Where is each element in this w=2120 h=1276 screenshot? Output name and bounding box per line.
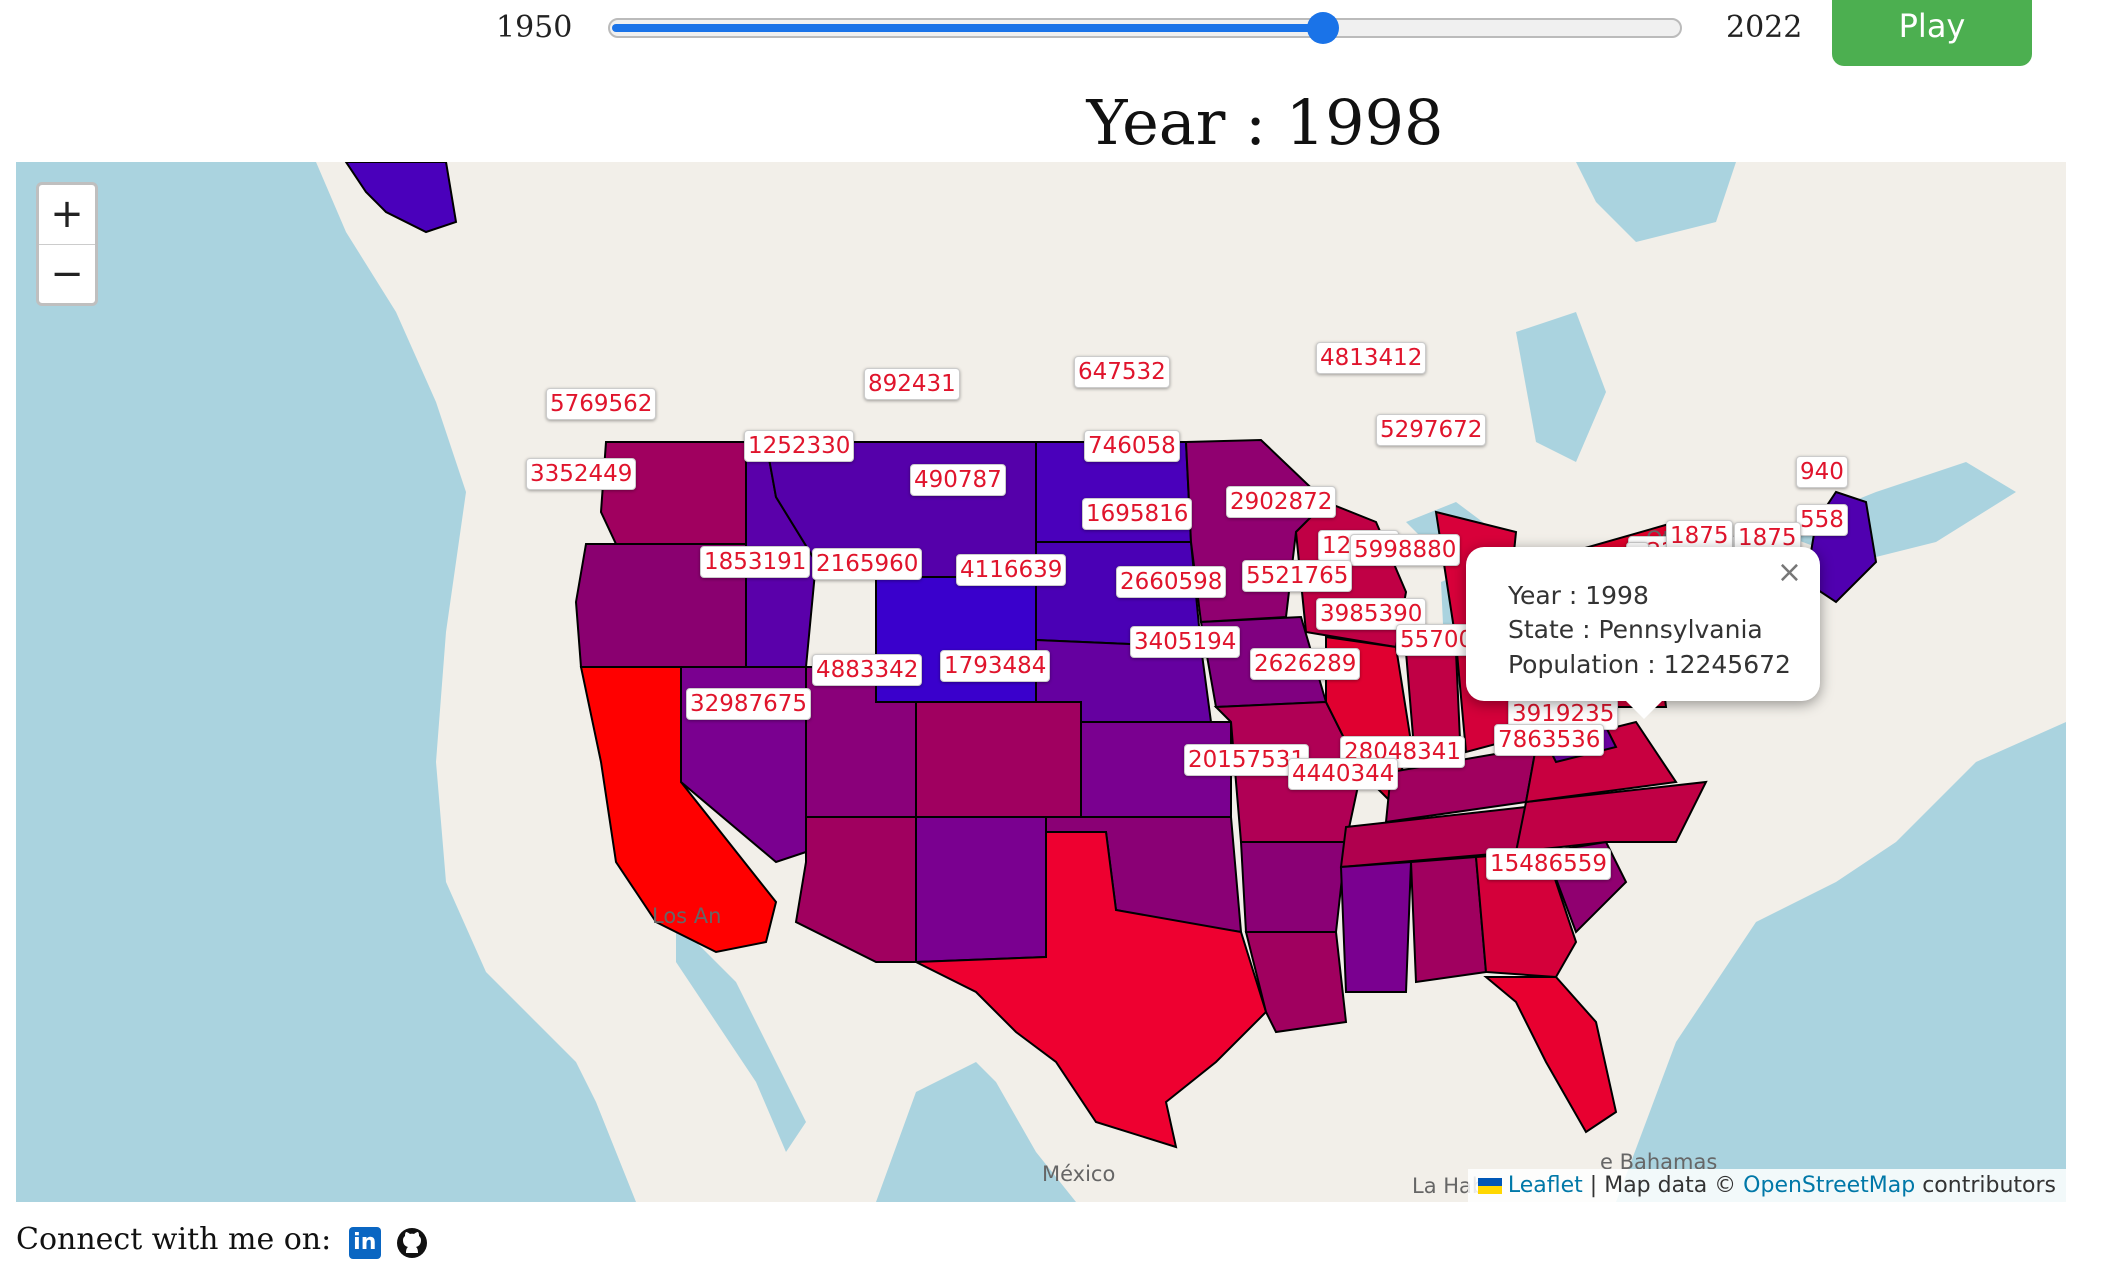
slider-fill	[612, 24, 1326, 32]
population-label: 4116639	[956, 554, 1067, 586]
state-florida[interactable]	[1483, 976, 1618, 1134]
popup-year: Year : 1998	[1508, 581, 1649, 610]
population-label: 3352449	[526, 458, 637, 490]
map[interactable]: Ottawa Los An México La Haba e Bahamas +…	[16, 162, 2066, 1202]
state-arkansas[interactable]	[1239, 841, 1348, 933]
hudson-bay-lake	[1516, 312, 1606, 462]
place-label-los-angeles: Los An	[652, 904, 722, 928]
popup-state: State : Pennsylvania	[1508, 615, 1763, 644]
footer: Connect with me on: in	[16, 1222, 428, 1259]
popup-tip	[1624, 699, 1664, 719]
population-label: 5998880	[1350, 534, 1461, 566]
population-label: 15486559	[1486, 848, 1612, 880]
population-label: 1695816	[1082, 498, 1193, 530]
population-label: 5297672	[1376, 414, 1487, 446]
state-texas[interactable]	[915, 831, 1268, 1149]
hudson-bay	[1576, 162, 1736, 242]
population-label: 1853191	[700, 546, 811, 578]
population-label: 32987675	[686, 688, 812, 720]
year-title: Year : 1998	[1086, 86, 1444, 159]
state-mississippi[interactable]	[1339, 860, 1413, 993]
attribution-separator: | Map data ©	[1582, 1173, 1744, 1198]
population-label: 940	[1796, 456, 1848, 488]
population-label: 1252330	[744, 430, 855, 462]
state-alabama[interactable]	[1409, 855, 1488, 984]
leaflet-link[interactable]: Leaflet	[1507, 1173, 1583, 1198]
map-attribution: Leaflet | Map data © OpenStreetMap contr…	[1467, 1169, 2066, 1202]
population-label: 4883342	[812, 654, 923, 686]
state-louisiana[interactable]	[1244, 931, 1348, 1034]
attribution-suffix: contributors	[1915, 1173, 2056, 1198]
state-north-carolina[interactable]	[1514, 780, 1708, 854]
footer-text: Connect with me on:	[16, 1222, 332, 1257]
population-label: 2165960	[812, 548, 923, 580]
population-label: 647532	[1074, 356, 1170, 388]
zoom-out-button[interactable]: −	[50, 251, 84, 297]
population-label: 4813412	[1316, 342, 1427, 374]
population-label: 5769562	[546, 388, 657, 420]
population-label: 3405194	[1130, 626, 1241, 658]
year-slider[interactable]	[608, 12, 1682, 44]
github-icon[interactable]	[396, 1227, 428, 1259]
slider-min-label: 1950	[496, 10, 573, 45]
osm-link[interactable]: OpenStreetMap	[1743, 1173, 1916, 1198]
slider-max-label: 2022	[1726, 10, 1803, 45]
state-alaska[interactable]	[344, 162, 458, 234]
population-label: 558	[1796, 504, 1848, 536]
population-label: 746058	[1084, 430, 1180, 462]
gulf-of-california	[676, 922, 806, 1152]
place-label-mexico: México	[1042, 1162, 1116, 1186]
population-label: 2902872	[1226, 486, 1337, 518]
population-label: 20157531	[1184, 744, 1310, 776]
population-label: 2660598	[1116, 566, 1227, 598]
state-colorado[interactable]	[915, 701, 1082, 818]
close-icon[interactable]: ×	[1776, 555, 1802, 590]
population-label: 2626289	[1250, 648, 1361, 680]
state-popup: × Year : 1998 State : Pennsylvania Popul…	[1466, 547, 1820, 719]
linkedin-icon[interactable]: in	[348, 1226, 381, 1259]
population-label: 7863536	[1494, 724, 1605, 756]
zoom-in-button[interactable]: +	[39, 185, 95, 245]
population-label: 892431	[864, 368, 960, 400]
slider-thumb[interactable]	[1307, 12, 1340, 44]
population-label: 5521765	[1242, 560, 1353, 592]
population-label: 490787	[910, 464, 1006, 496]
play-button[interactable]: Play	[1832, 0, 2032, 66]
state-new-mexico[interactable]	[915, 816, 1047, 964]
zoom-control: + −	[36, 182, 98, 306]
population-label: 4440344	[1288, 758, 1399, 790]
ukraine-flag-icon	[1477, 1178, 1502, 1194]
popup-population: Population : 12245672	[1508, 650, 1791, 679]
population-label: 1793484	[940, 650, 1051, 682]
population-label: 3985390	[1316, 598, 1427, 630]
population-label: 1875	[1666, 520, 1733, 552]
